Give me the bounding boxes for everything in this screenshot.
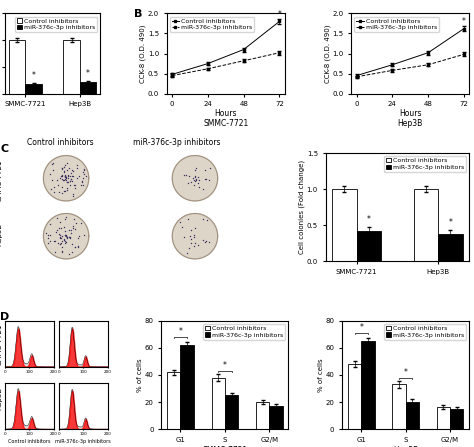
Bar: [332, 189, 356, 261]
Legend: Control inhibitors, miR-376c-3p inhibitors: Control inhibitors, miR-376c-3p inhibito…: [384, 156, 466, 172]
miR-376c-3p inhibitors: [205, 66, 211, 72]
Control inhibitors: [354, 73, 359, 78]
Control inhibitors: [169, 72, 175, 77]
Polygon shape: [44, 214, 89, 259]
Line: miR-376c-3p inhibitors: miR-376c-3p inhibitors: [171, 51, 281, 77]
Text: *: *: [32, 71, 36, 80]
Y-axis label: Cell colonies (Fold change): Cell colonies (Fold change): [299, 160, 305, 254]
Bar: [438, 234, 463, 261]
Text: D: D: [0, 312, 9, 322]
Legend: Control inhibitors, miR-376c-3p inhibitors: Control inhibitors, miR-376c-3p inhibito…: [15, 17, 97, 32]
X-axis label: Hep3B: Hep3B: [393, 446, 418, 447]
Text: *: *: [223, 361, 227, 370]
Bar: [450, 409, 464, 429]
Y-axis label: CCK-8 (O.D. 490): CCK-8 (O.D. 490): [140, 24, 146, 83]
Text: *: *: [462, 17, 466, 26]
Line: Control inhibitors: Control inhibitors: [171, 20, 281, 76]
Bar: [348, 364, 361, 429]
Control inhibitors: [205, 61, 211, 66]
Polygon shape: [44, 156, 89, 201]
miR-376c-3p inhibitors: [169, 73, 175, 78]
Bar: [361, 341, 374, 429]
Text: *: *: [367, 215, 371, 224]
Text: Hep3B: Hep3B: [0, 387, 2, 410]
Bar: [64, 40, 80, 94]
Bar: [269, 406, 283, 429]
Control inhibitors: [425, 50, 431, 55]
Control inhibitors: [241, 47, 246, 52]
miR-376c-3p inhibitors: [461, 52, 467, 57]
Bar: [437, 408, 450, 429]
Text: *: *: [86, 68, 90, 78]
Control inhibitors: [461, 26, 467, 31]
Text: miR-376c-3p inhibitors: miR-376c-3p inhibitors: [133, 138, 220, 147]
Text: *: *: [404, 368, 408, 377]
Control inhibitors: [277, 19, 283, 24]
X-axis label: Control inhibitors: Control inhibitors: [8, 439, 51, 444]
miR-376c-3p inhibitors: [277, 50, 283, 55]
X-axis label: Hours
Hep3B: Hours Hep3B: [398, 109, 423, 128]
Text: *: *: [359, 323, 363, 332]
Bar: [167, 372, 181, 429]
Line: miR-376c-3p inhibitors: miR-376c-3p inhibitors: [355, 53, 465, 78]
miR-376c-3p inhibitors: [354, 74, 359, 80]
Y-axis label: CCK-8 (O.D. 490): CCK-8 (O.D. 490): [324, 24, 331, 83]
Legend: Control inhibitors, miR-376c-3p inhibitors: Control inhibitors, miR-376c-3p inhibito…: [384, 324, 466, 340]
miR-376c-3p inhibitors: [390, 67, 395, 73]
Polygon shape: [172, 214, 218, 259]
Bar: [181, 345, 194, 429]
Text: *: *: [448, 218, 452, 227]
miR-376c-3p inhibitors: [241, 58, 246, 63]
Legend: Control inhibitors, miR-376c-3p inhibitors: Control inhibitors, miR-376c-3p inhibito…: [354, 17, 438, 32]
Text: C: C: [0, 144, 8, 154]
Y-axis label: % of cells: % of cells: [318, 358, 324, 392]
Text: *: *: [179, 327, 182, 336]
Legend: Control inhibitors, miR-376c-3p inhibitors: Control inhibitors, miR-376c-3p inhibito…: [203, 324, 285, 340]
Control inhibitors: [390, 62, 395, 67]
Y-axis label: % of cells: % of cells: [137, 358, 143, 392]
Bar: [414, 189, 438, 261]
Bar: [211, 378, 225, 429]
miR-376c-3p inhibitors: [425, 62, 431, 67]
Bar: [256, 402, 269, 429]
Text: *: *: [277, 10, 282, 19]
Bar: [356, 231, 381, 261]
Bar: [26, 84, 42, 94]
X-axis label: miR-376c-3p inhibitors: miR-376c-3p inhibitors: [55, 439, 111, 444]
Bar: [225, 395, 238, 429]
Bar: [9, 40, 26, 94]
Bar: [406, 402, 419, 429]
X-axis label: SMMC-7721: SMMC-7721: [202, 446, 247, 447]
Legend: Control inhibitors, miR-376c-3p inhibitors: Control inhibitors, miR-376c-3p inhibito…: [170, 17, 254, 32]
Bar: [392, 384, 406, 429]
Text: SMMC-7721: SMMC-7721: [0, 324, 2, 365]
Text: SMMC-7721: SMMC-7721: [0, 160, 2, 201]
Bar: [80, 82, 96, 94]
X-axis label: Hours
SMMC-7721: Hours SMMC-7721: [203, 109, 248, 128]
Text: B: B: [134, 9, 142, 19]
Text: Hep3B: Hep3B: [0, 223, 2, 246]
Polygon shape: [172, 156, 218, 201]
Text: Control inhibitors: Control inhibitors: [27, 138, 94, 147]
Line: Control inhibitors: Control inhibitors: [355, 27, 465, 77]
